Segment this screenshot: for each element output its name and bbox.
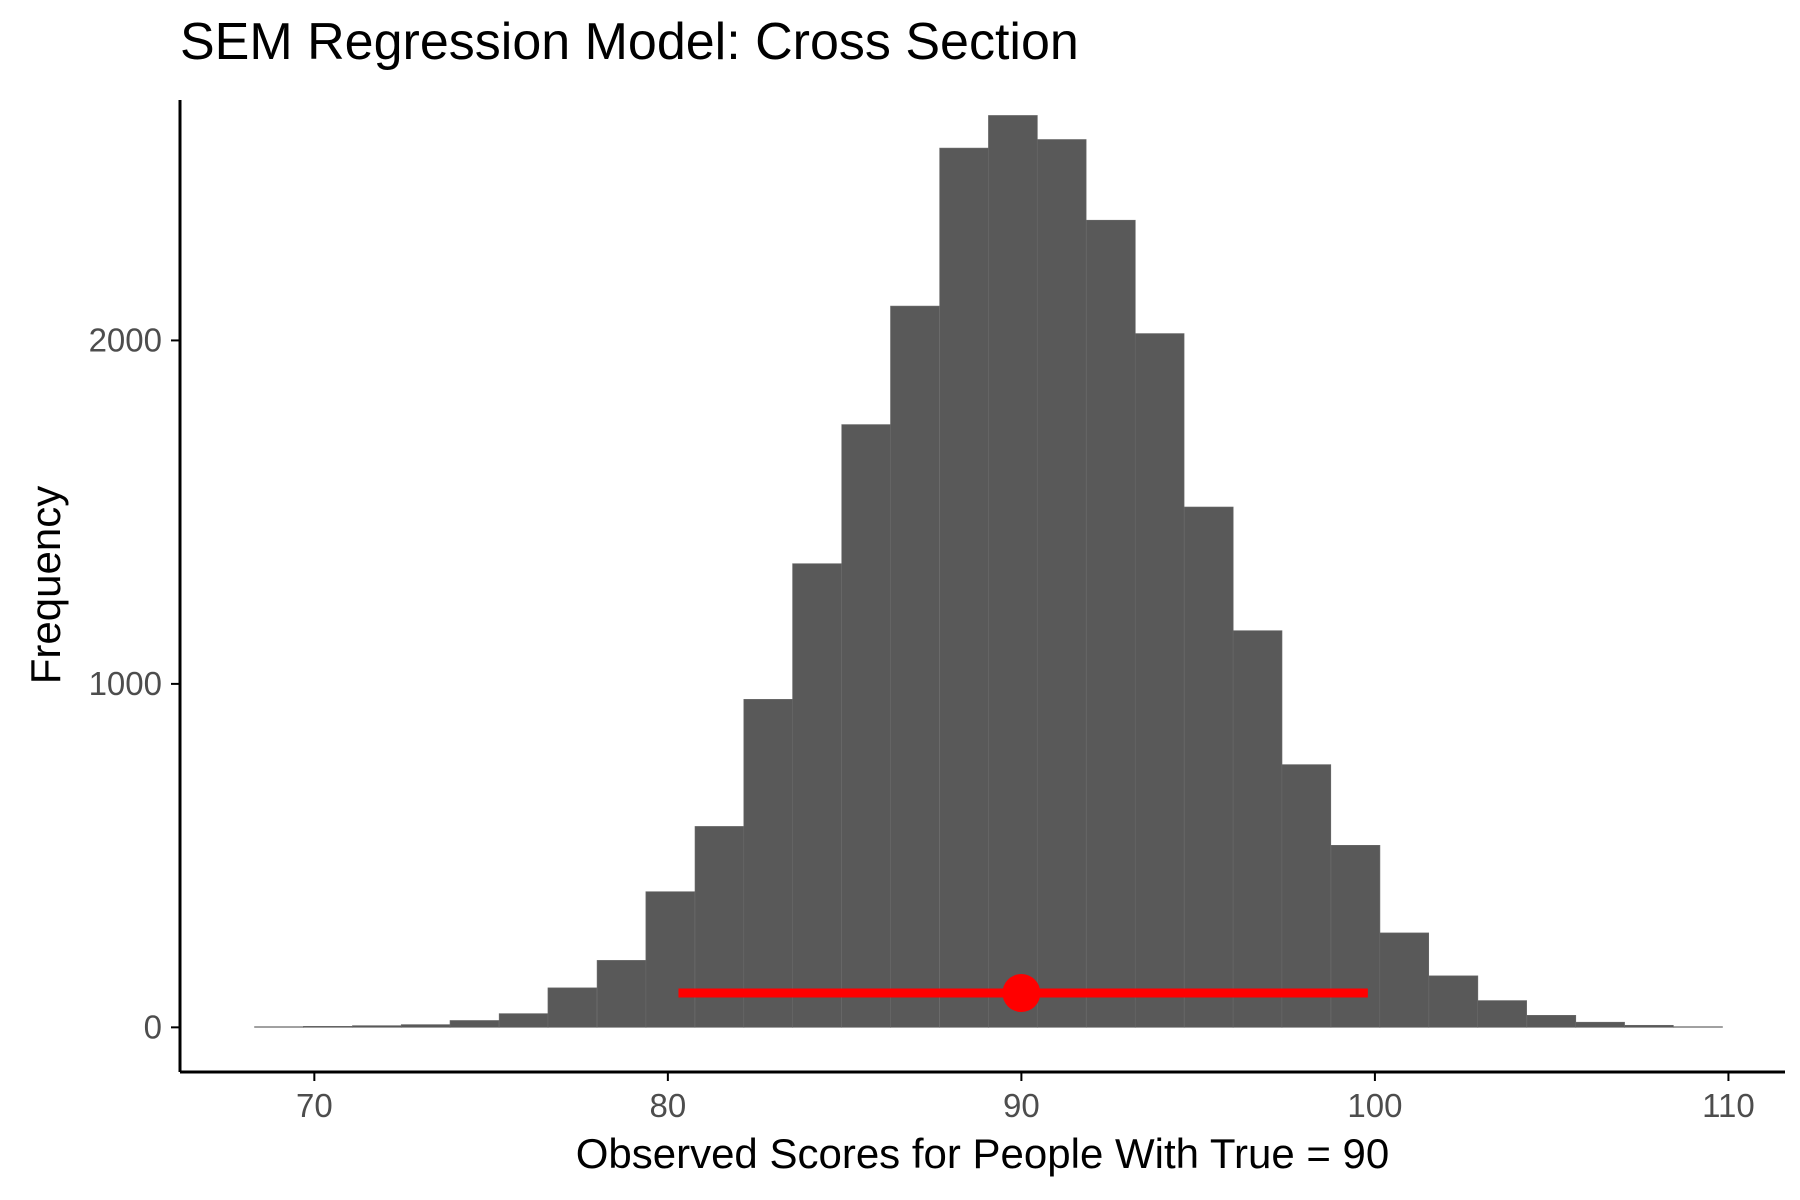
histogram-bar bbox=[1281, 764, 1332, 1028]
histogram-bar bbox=[1086, 219, 1136, 1028]
histogram-bar bbox=[792, 563, 842, 1028]
histogram-bar bbox=[400, 1024, 451, 1028]
histogram-bar bbox=[1036, 139, 1087, 1028]
histogram-bar bbox=[303, 1026, 353, 1028]
histogram-bar bbox=[939, 147, 989, 1028]
histogram-bar bbox=[547, 987, 598, 1028]
mean-point bbox=[1002, 974, 1041, 1013]
histogram-bar bbox=[498, 1013, 549, 1028]
histogram-bar bbox=[449, 1020, 500, 1028]
y-tick-label: 0 bbox=[144, 1008, 162, 1045]
histogram-bar bbox=[1134, 333, 1185, 1028]
histogram-bar bbox=[1673, 1026, 1723, 1028]
histogram-bar bbox=[988, 115, 1038, 1028]
histogram-bar bbox=[1232, 630, 1283, 1028]
histogram-bar bbox=[1575, 1021, 1625, 1028]
x-tick-label: 110 bbox=[1702, 1087, 1755, 1124]
histogram-bar bbox=[1428, 975, 1479, 1028]
chart-title: SEM Regression Model: Cross Section bbox=[180, 13, 1079, 71]
x-axis-label: Observed Scores for People With True = 9… bbox=[575, 1130, 1390, 1177]
x-tick-label: 80 bbox=[650, 1087, 687, 1124]
histogram-bar bbox=[596, 960, 647, 1028]
histogram-bar bbox=[1183, 506, 1234, 1028]
x-tick-label: 100 bbox=[1347, 1087, 1402, 1124]
histogram-bar bbox=[1379, 932, 1430, 1028]
histogram-bar bbox=[254, 1026, 304, 1028]
histogram-bar bbox=[841, 424, 891, 1028]
histogram-bar bbox=[890, 305, 940, 1028]
x-tick-label: 70 bbox=[296, 1087, 333, 1124]
y-tick-label: 2000 bbox=[89, 321, 162, 358]
histogram-bar bbox=[743, 699, 794, 1028]
histogram-bar bbox=[1477, 1000, 1527, 1028]
histogram-bar bbox=[1330, 845, 1381, 1028]
x-tick-label: 90 bbox=[1003, 1087, 1040, 1124]
histogram-bar bbox=[1526, 1015, 1577, 1028]
y-tick-label: 1000 bbox=[89, 665, 162, 702]
histogram-bar bbox=[1624, 1024, 1674, 1028]
histogram-bar bbox=[352, 1025, 402, 1028]
histogram-bar bbox=[645, 891, 696, 1028]
